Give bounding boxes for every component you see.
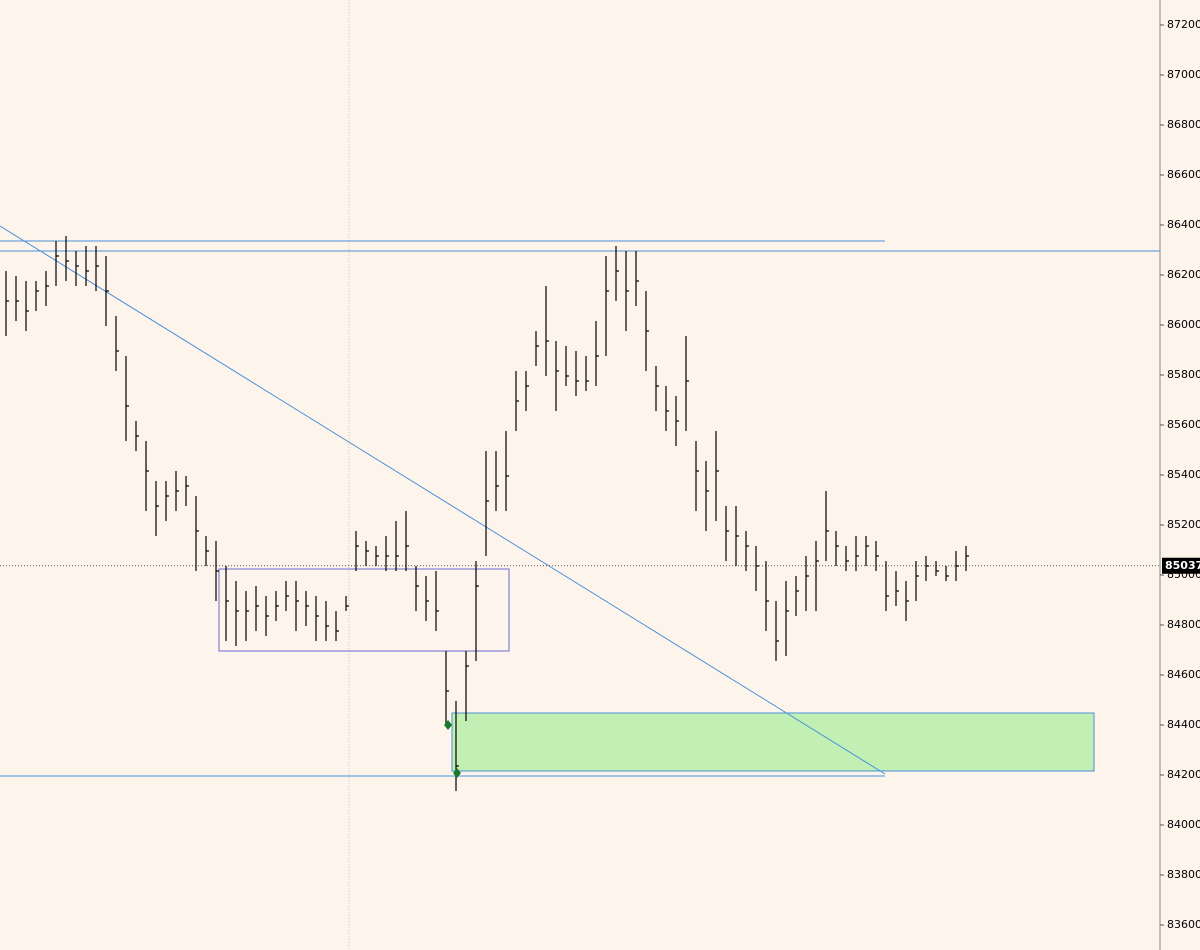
y-tick-label: 86400 <box>1167 218 1200 231</box>
y-tick-label: 84800 <box>1167 618 1200 631</box>
y-tick-label: 84600 <box>1167 668 1200 681</box>
y-tick-label: 83600 <box>1167 918 1200 931</box>
y-tick-label: 85600 <box>1167 418 1200 431</box>
y-tick-label: 85400 <box>1167 468 1200 481</box>
trendline <box>0 225 886 775</box>
y-tick-label: 85200 <box>1167 518 1200 531</box>
y-tick-label: 84400 <box>1167 718 1200 731</box>
y-tick-label: 86200 <box>1167 268 1200 281</box>
y-tick-label: 86800 <box>1167 118 1200 131</box>
y-tick-label: 87000 <box>1167 68 1200 81</box>
y-tick-label: 83800 <box>1167 868 1200 881</box>
last-price-label: 85037 <box>1165 559 1200 572</box>
y-tick-label: 86000 <box>1167 318 1200 331</box>
last-price-box <box>1162 557 1200 574</box>
y-tick-label: 84000 <box>1167 818 1200 831</box>
demand-zone <box>451 712 1095 772</box>
price-bars <box>5 236 969 791</box>
y-tick-label: 84200 <box>1167 768 1200 781</box>
anchor-marker <box>453 768 461 778</box>
y-tick-label: 85800 <box>1167 368 1200 381</box>
anchor-marker <box>444 720 452 730</box>
y-tick-label: 86600 <box>1167 168 1200 181</box>
range-box <box>218 568 510 652</box>
y-tick-label: 87200 <box>1167 18 1200 31</box>
